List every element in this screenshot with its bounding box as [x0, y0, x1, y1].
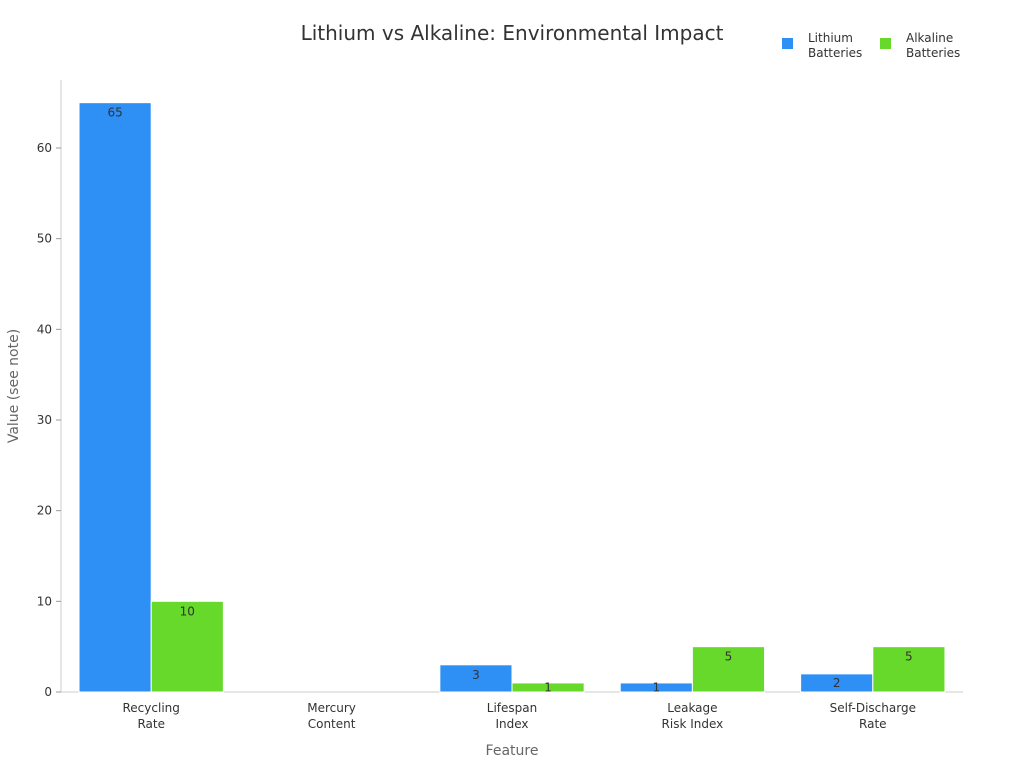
- legend-label-lithium: Lithium Batteries: [808, 31, 862, 60]
- legend-label-alkaline: Alkaline Batteries: [906, 31, 960, 60]
- y-tick-label: 40: [37, 322, 52, 336]
- legend-swatch-lithium: [782, 38, 793, 49]
- legend-swatch-alkaline: [880, 38, 891, 49]
- x-axis: Recycling Rate Mercury Content Lifespan Index…: [61, 691, 963, 731]
- bar-value-label: 2: [833, 676, 841, 690]
- bar: [511, 682, 585, 693]
- y-tick-label: 10: [37, 594, 52, 608]
- bar-labels: 65 10 3 1 1 5 2 5: [107, 106, 912, 695]
- x-tick-label: Recycling Rate: [123, 701, 180, 731]
- bar-value-label: 1: [544, 680, 552, 694]
- x-tick-label: Leakage Risk Index: [662, 701, 724, 731]
- bar: [439, 664, 513, 693]
- bar-value-label: 1: [652, 680, 660, 694]
- x-tick-label: Mercury Content: [307, 701, 356, 731]
- bar-value-label: 5: [725, 650, 733, 664]
- x-tick-label: Lifespan Index: [487, 701, 537, 731]
- x-axis-title: Feature: [486, 743, 539, 759]
- bars: [78, 102, 946, 693]
- bar: [150, 600, 224, 693]
- legend: Lithium Batteries Alkaline Batteries: [782, 31, 960, 60]
- chart-title: Lithium vs Alkaline: Environmental Impac…: [301, 21, 724, 45]
- bar-value-label: 3: [472, 668, 480, 682]
- bar: [78, 102, 152, 693]
- bar-value-label: 5: [905, 650, 913, 664]
- y-tick-label: 30: [37, 413, 52, 427]
- y-tick-label: 60: [37, 141, 52, 155]
- bar: [691, 646, 766, 693]
- y-tick-label: 50: [37, 232, 52, 246]
- x-tick-label: Self-Discharge Rate: [830, 701, 916, 731]
- bar: [872, 646, 946, 693]
- y-axis-title: Value (see note): [6, 329, 22, 443]
- bar-value-label: 10: [180, 604, 195, 618]
- y-tick-label: 0: [44, 685, 52, 699]
- bar-value-label: 65: [107, 106, 122, 120]
- y-axis: 0 10 20 30 40 50 60: [37, 80, 62, 699]
- y-tick-label: 20: [37, 504, 52, 518]
